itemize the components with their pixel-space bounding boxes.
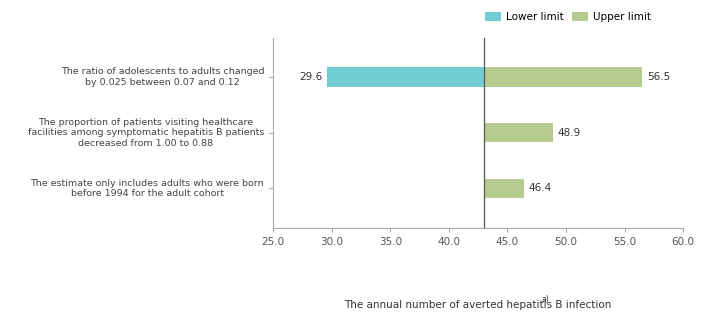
Bar xyxy=(484,67,642,87)
Text: 29.6: 29.6 xyxy=(299,72,322,82)
Bar xyxy=(327,67,484,87)
Bar xyxy=(484,179,524,198)
Text: 56.5: 56.5 xyxy=(647,72,670,82)
Bar xyxy=(484,123,553,143)
Text: 48.9: 48.9 xyxy=(558,128,581,138)
Legend: Lower limit, Upper limit: Lower limit, Upper limit xyxy=(482,9,654,25)
Text: The annual number of averted hepatitis B infection: The annual number of averted hepatitis B… xyxy=(344,300,612,310)
Text: a): a) xyxy=(541,295,549,304)
Text: 46.4: 46.4 xyxy=(528,184,551,193)
